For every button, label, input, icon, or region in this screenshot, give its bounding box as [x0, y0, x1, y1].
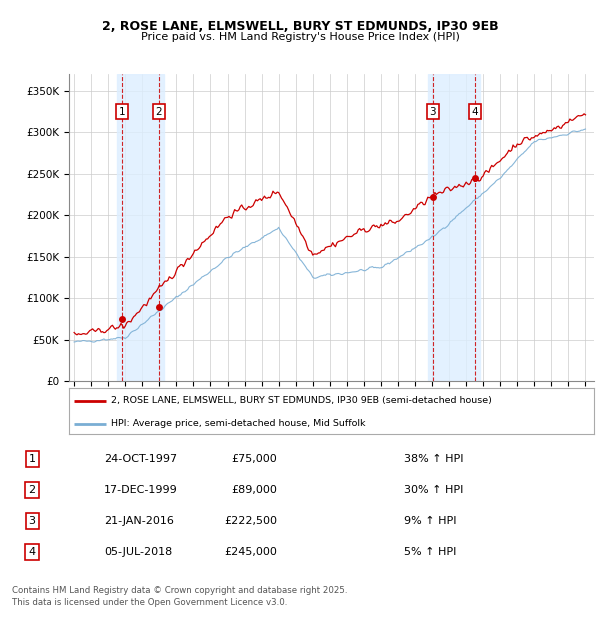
Bar: [117, 74, 164, 381]
Text: Price paid vs. HM Land Registry's House Price Index (HPI): Price paid vs. HM Land Registry's House …: [140, 32, 460, 42]
Text: 2, ROSE LANE, ELMSWELL, BURY ST EDMUNDS, IP30 9EB: 2, ROSE LANE, ELMSWELL, BURY ST EDMUNDS,…: [101, 20, 499, 33]
Bar: [428, 74, 480, 381]
Text: 1: 1: [119, 107, 125, 117]
Text: 3: 3: [29, 516, 35, 526]
Text: 2, ROSE LANE, ELMSWELL, BURY ST EDMUNDS, IP30 9EB (semi-detached house): 2, ROSE LANE, ELMSWELL, BURY ST EDMUNDS,…: [111, 396, 492, 405]
Text: 2: 2: [29, 485, 36, 495]
Text: 24-OCT-1997: 24-OCT-1997: [104, 454, 177, 464]
Text: Contains HM Land Registry data © Crown copyright and database right 2025.
This d: Contains HM Land Registry data © Crown c…: [12, 586, 347, 607]
Text: 9% ↑ HPI: 9% ↑ HPI: [404, 516, 456, 526]
Text: 21-JAN-2016: 21-JAN-2016: [104, 516, 174, 526]
Text: £245,000: £245,000: [224, 547, 277, 557]
Text: 4: 4: [29, 547, 36, 557]
Text: HPI: Average price, semi-detached house, Mid Suffolk: HPI: Average price, semi-detached house,…: [111, 419, 365, 428]
Text: 05-JUL-2018: 05-JUL-2018: [104, 547, 172, 557]
Text: 38% ↑ HPI: 38% ↑ HPI: [404, 454, 463, 464]
Text: 30% ↑ HPI: 30% ↑ HPI: [404, 485, 463, 495]
Text: 5% ↑ HPI: 5% ↑ HPI: [404, 547, 456, 557]
Text: £222,500: £222,500: [224, 516, 277, 526]
Text: 17-DEC-1999: 17-DEC-1999: [104, 485, 178, 495]
Text: 4: 4: [472, 107, 478, 117]
Text: £89,000: £89,000: [231, 485, 277, 495]
Text: 2: 2: [155, 107, 162, 117]
Text: 1: 1: [29, 454, 35, 464]
Text: £75,000: £75,000: [231, 454, 277, 464]
Text: 3: 3: [430, 107, 436, 117]
